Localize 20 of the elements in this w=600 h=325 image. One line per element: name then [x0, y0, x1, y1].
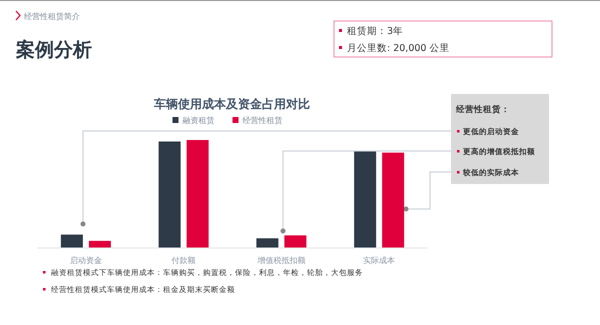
- text: 租赁期：3年: [347, 25, 404, 37]
- legend-label: 融资租赁: [182, 116, 214, 125]
- bar: [284, 235, 306, 248]
- bar: [158, 142, 181, 248]
- text: 经营性租赁：: [455, 104, 510, 115]
- bar: [354, 152, 376, 248]
- bar: [186, 140, 209, 248]
- x-tick-label: 实际成本: [363, 256, 396, 265]
- text: 经营性租赁简介: [24, 12, 80, 21]
- text: 月公里数: 20,000 公里: [347, 42, 450, 54]
- bar: [88, 240, 111, 248]
- x-tick-label: 付款额: [172, 256, 196, 265]
- text: 案例分析: [15, 39, 92, 61]
- bar: [60, 234, 83, 248]
- chart-title: 车辆使用成本及资金占用对比: [153, 97, 310, 111]
- bar: [256, 238, 278, 248]
- x-tick-label: 启动资金: [70, 256, 102, 265]
- x-tick-label: 增值税抵扣额: [256, 256, 306, 265]
- bar: [382, 152, 404, 248]
- legend-label: 经营性租赁: [242, 116, 282, 125]
